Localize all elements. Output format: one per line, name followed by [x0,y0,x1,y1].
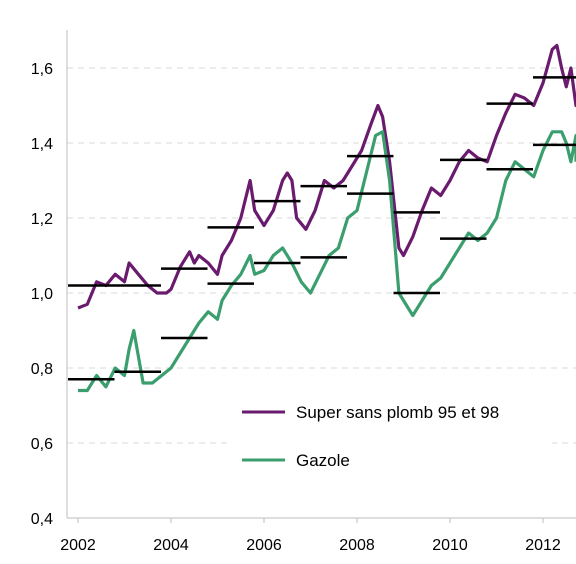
x-axis-ticks: 2002 2004 2006 2008 2010 2012 [60,518,561,554]
series-lines [77,43,576,393]
legend: Super sans plomb 95 et 98 Gazole [232,392,552,480]
series-line-gazole [78,130,576,393]
y-tick-label: 1,2 [31,211,53,228]
series-line-super [77,43,576,310]
x-tick-label: 2004 [153,537,189,554]
y-tick-label: 1,4 [31,136,53,153]
annual-average-marks [68,76,576,381]
x-tick-label: 2012 [525,537,561,554]
y-tick-label: 0,6 [31,436,53,453]
legend-label-super: Super sans plomb 95 et 98 [296,403,499,422]
y-tick-label: 1,6 [31,61,53,78]
y-tick-label: 0,8 [31,361,53,378]
legend-background [232,392,552,480]
y-tick-label: 0,4 [31,511,53,528]
x-tick-label: 2006 [246,537,282,554]
legend-label-gazole: Gazole [296,451,350,470]
x-tick-label: 2002 [60,537,96,554]
y-axis-ticks: 0,4 0,6 0,8 1,0 1,2 1,4 1,6 [31,61,53,528]
x-tick-label: 2010 [432,537,468,554]
x-tick-label: 2008 [339,537,375,554]
y-tick-label: 1,0 [31,286,53,303]
